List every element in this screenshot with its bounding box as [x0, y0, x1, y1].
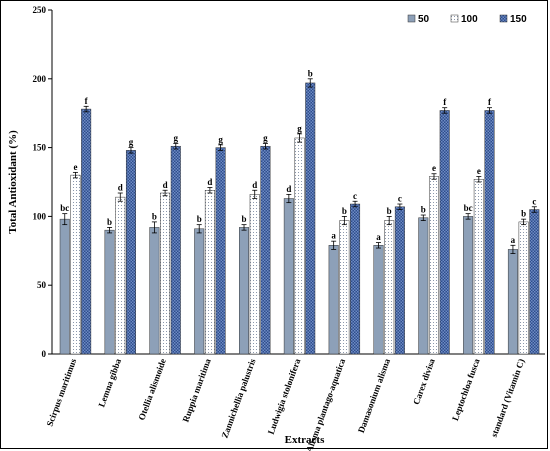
bar-100-5: [294, 137, 305, 355]
category-label: Alisma plantago-aquatica: [304, 357, 347, 451]
significance-letter: b: [152, 211, 157, 221]
category-label: Ludwigia stolonifera: [266, 357, 303, 436]
significance-letter: b: [521, 209, 526, 219]
bar-150-5: [305, 82, 316, 355]
bar-150-4: [260, 145, 271, 355]
legend-swatch-50: [407, 14, 416, 23]
bar-50-1: [104, 229, 115, 355]
significance-letter: a: [331, 231, 336, 241]
significance-letter: d: [286, 184, 291, 194]
significance-letter: b: [197, 214, 202, 224]
category-label: Zannichellia palustris: [220, 357, 258, 440]
significance-letter: bc: [464, 203, 473, 213]
category-label: Lemna gibba: [96, 357, 123, 409]
significance-letter: b: [107, 217, 112, 227]
category-label: Otellia alismoide: [136, 357, 168, 421]
significance-letter: d: [163, 180, 168, 190]
category-label: Damasonium alisma: [356, 357, 392, 434]
bar-50-2: [149, 227, 160, 355]
significance-letter: b: [387, 206, 392, 216]
category-label: Ruppia maritima: [181, 357, 213, 424]
significance-letter: f: [443, 97, 447, 107]
bar-150-6: [350, 203, 361, 355]
significance-letter: g: [263, 133, 268, 143]
legend-swatch-150: [499, 14, 508, 23]
significance-letter: a: [376, 232, 381, 242]
bar-150-7: [394, 206, 405, 355]
significance-letter: c: [353, 191, 357, 201]
bar-50-5: [283, 198, 294, 355]
significance-letter: b: [242, 214, 247, 224]
significance-letter: g: [129, 137, 134, 147]
significance-letter: c: [398, 194, 402, 204]
bar-50-8: [418, 217, 429, 355]
legend-label-50: 50: [418, 14, 430, 25]
significance-letter: e: [73, 162, 77, 172]
bar-100-2: [160, 192, 171, 355]
significance-letter: g: [174, 133, 179, 143]
category-label: Leptochloa fusca: [450, 357, 482, 422]
category-label: standard (Vitamin C): [489, 357, 527, 438]
bar-50-9: [463, 216, 474, 355]
bar-100-1: [115, 196, 126, 355]
bar-50-7: [373, 245, 384, 355]
y-tick-label: 150: [33, 143, 47, 153]
category-label: Scirpus maritimus: [45, 357, 79, 428]
significance-letter: f: [488, 97, 492, 107]
bar-100-8: [428, 176, 439, 355]
bar-100-0: [70, 174, 81, 355]
bar-100-7: [384, 220, 395, 355]
x-axis-title: Extracts: [285, 434, 325, 446]
y-tick-label: 0: [42, 349, 47, 359]
bar-50-3: [194, 228, 205, 355]
significance-letter: b: [308, 68, 313, 78]
legend-swatch-100: [450, 14, 459, 23]
bar-100-3: [204, 190, 215, 355]
bar-100-4: [249, 194, 260, 355]
bar-50-4: [239, 227, 250, 355]
bar-50-6: [328, 245, 339, 355]
significance-letter: e: [432, 163, 436, 173]
significance-letter: d: [118, 183, 123, 193]
legend-label-100: 100: [461, 14, 478, 25]
bar-150-10: [529, 209, 540, 355]
significance-letter: c: [532, 196, 536, 206]
y-axis-title: Total Antioxidant (%): [7, 130, 19, 234]
bar-50-10: [507, 249, 518, 355]
y-tick-label: 100: [33, 211, 47, 221]
significance-letter: d: [207, 177, 212, 187]
bar-150-1: [125, 150, 136, 355]
legend-label-150: 150: [510, 14, 527, 25]
category-label: Carex divisa: [411, 357, 437, 406]
bar-100-6: [339, 220, 350, 355]
y-tick-label: 250: [33, 5, 47, 15]
significance-letter: b: [342, 206, 347, 216]
bar-150-2: [170, 145, 181, 355]
significance-letter: g: [218, 134, 223, 144]
significance-letter: f: [85, 96, 89, 106]
significance-letter: a: [511, 235, 516, 245]
bar-150-8: [439, 110, 450, 355]
significance-letter: d: [252, 180, 257, 190]
y-tick-label: 200: [33, 74, 47, 84]
significance-letter: e: [477, 166, 481, 176]
bar-100-10: [518, 221, 529, 355]
bar-100-9: [473, 178, 484, 355]
significance-letter: b: [421, 205, 426, 215]
bar-150-3: [215, 147, 226, 355]
bar-150-9: [484, 110, 495, 355]
significance-letter: bc: [60, 203, 69, 213]
bar-150-0: [81, 108, 92, 355]
significance-letter: g: [297, 123, 302, 133]
bar-50-0: [59, 218, 70, 355]
y-tick-label: 50: [37, 280, 47, 290]
